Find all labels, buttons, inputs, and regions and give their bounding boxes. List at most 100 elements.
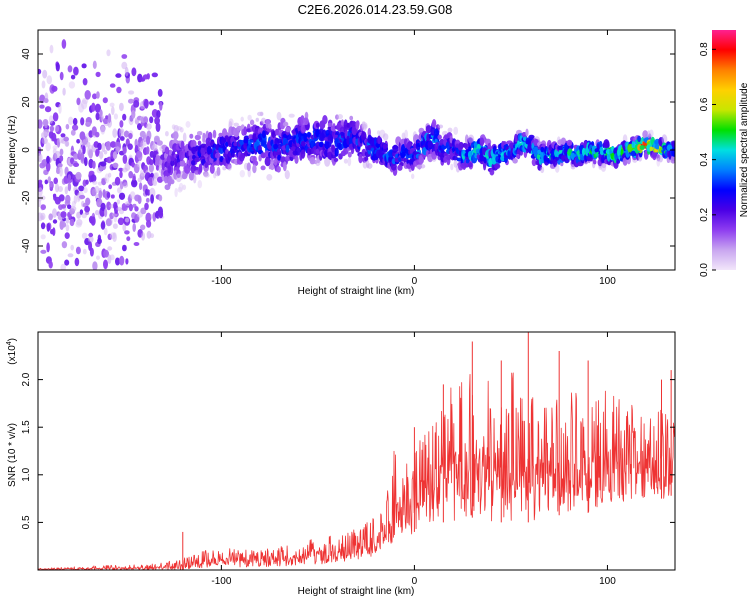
snr-line: [38, 372, 675, 570]
spectrogram-cell: [39, 94, 46, 104]
spectrogram-cell: [40, 204, 46, 211]
spectrogram-cell: [321, 129, 327, 139]
spectrogram-cell: [116, 86, 122, 94]
spectrogram-cell: [84, 90, 91, 100]
spectrogram-cell: [91, 102, 96, 112]
spectrogram-cell: [68, 81, 76, 89]
spectrogram-cell: [112, 151, 118, 160]
spectrogram-cell: [88, 148, 93, 159]
spectrogram-cell: [637, 135, 641, 143]
spectrogram-cell: [377, 135, 381, 145]
spectrogram-cell: [284, 155, 291, 162]
spectrogram-cell: [105, 218, 112, 227]
spectrogram-cell: [116, 199, 121, 205]
spectrogram-cell: [59, 148, 64, 156]
spectrogram-cell: [128, 203, 133, 212]
spectrogram-cell: [109, 102, 115, 108]
spectrogram-cell: [285, 144, 290, 153]
spectrogram-cell: [132, 223, 136, 232]
spectrogram-cell: [206, 145, 212, 155]
spectrogram-cell: [464, 143, 469, 150]
spectrogram-cell: [603, 139, 610, 149]
spectrogram-cell: [60, 211, 67, 218]
spectrogram-cell: [85, 197, 91, 206]
spectrogram-cell: [81, 232, 88, 239]
spectrogram-cell: [46, 242, 50, 253]
spectrogram-cell: [671, 147, 675, 157]
spectrogram-cell: [126, 236, 131, 242]
spectrogram-cell: [118, 272, 124, 281]
spectrogram-cell: [270, 161, 275, 171]
spectrogram-x-ticks: -100 0 100: [211, 30, 616, 287]
spectrogram-cell: [649, 129, 654, 138]
spectrogram-cell: [94, 131, 100, 138]
spectrogram-cell: [194, 157, 201, 163]
spectrogram-cell: [73, 194, 78, 204]
spectrogram-x-tick-label: 100: [599, 276, 616, 287]
spectrogram-cell: [121, 203, 127, 211]
spectrogram-cell: [157, 88, 163, 97]
spectrogram-cell: [81, 99, 88, 110]
spectrogram-cell: [65, 224, 70, 232]
spectrogram-x-tick-label: -100: [211, 276, 231, 287]
spectrogram-cell: [39, 104, 45, 109]
spectrogram-cell: [67, 65, 73, 73]
spectrogram-cell: [143, 116, 149, 124]
spectrogram-cell: [98, 190, 103, 199]
spectrogram-cell: [48, 260, 53, 269]
spectrogram-cell: [468, 146, 472, 152]
spectrogram-cell: [119, 255, 125, 266]
spectrogram-cell: [60, 133, 66, 138]
spectrogram-cell: [133, 100, 140, 108]
spectrogram-cell: [630, 150, 636, 157]
spectrogram-cell: [218, 132, 223, 137]
spectrogram-cell: [55, 62, 60, 72]
spectrogram-cell: [194, 134, 201, 141]
snr-scale-close: ): [7, 338, 18, 341]
colorbar: 0.0 0.2 0.4 0.6 0.8 Normalized spectral ampl…: [699, 30, 750, 277]
spectrogram-cell: [277, 154, 282, 161]
spectrogram-cell: [216, 166, 221, 176]
spectrogram-cell: [38, 148, 42, 153]
spectrogram-cell: [233, 122, 239, 127]
spectrogram-cell: [302, 117, 309, 126]
spectrogram-cell: [38, 198, 42, 208]
spectrogram-cell: [274, 128, 280, 136]
spectrogram-cell: [134, 119, 140, 125]
spectrogram-cell: [41, 137, 48, 145]
spectrogram-cell: [185, 121, 191, 128]
spectrogram-cell: [146, 219, 152, 228]
spectrogram-cell: [60, 221, 67, 228]
spectrogram-cell: [80, 152, 85, 162]
colorbar-ticks: 0.0 0.2 0.4 0.6 0.8: [699, 42, 716, 277]
spectrogram-cell: [69, 218, 75, 227]
spectrogram-cell: [115, 257, 120, 266]
spectrogram-cell: [525, 128, 529, 137]
spectrogram-y-tick-label: 0: [21, 147, 32, 153]
spectrogram-cell: [59, 71, 64, 81]
spectrogram-cell: [52, 145, 58, 150]
spectrogram-cell: [467, 151, 472, 158]
spectrogram-cell: [306, 131, 311, 138]
spectrogram-cell: [38, 119, 43, 129]
spectrogram-cell: [53, 177, 58, 185]
spectrogram-cell: [134, 144, 139, 152]
spectrogram-cell: [249, 119, 255, 126]
spectrogram-cell: [66, 270, 72, 276]
spectrogram-cell: [99, 150, 103, 160]
spectrogram-cell: [82, 248, 87, 255]
spectrogram-cell: [654, 143, 661, 150]
spectrogram-cell: [209, 164, 215, 174]
spectrogram-cell: [52, 219, 58, 224]
spectrogram-cell: [170, 179, 175, 185]
spectrogram-cell: [276, 111, 282, 121]
spectrogram-cell: [266, 174, 273, 181]
spectrogram-panel: -100 0 100 -40 -20 0 20 40 Height of straight …: [7, 29, 676, 297]
spectrogram-cell: [465, 158, 470, 164]
spectrogram-cell: [159, 101, 163, 111]
spectrogram-cell: [606, 152, 611, 162]
spectrogram-cell: [247, 114, 252, 121]
spectrogram-cell: [43, 98, 49, 104]
spectrogram-cell: [248, 134, 254, 140]
spectrogram-cell: [205, 137, 212, 147]
